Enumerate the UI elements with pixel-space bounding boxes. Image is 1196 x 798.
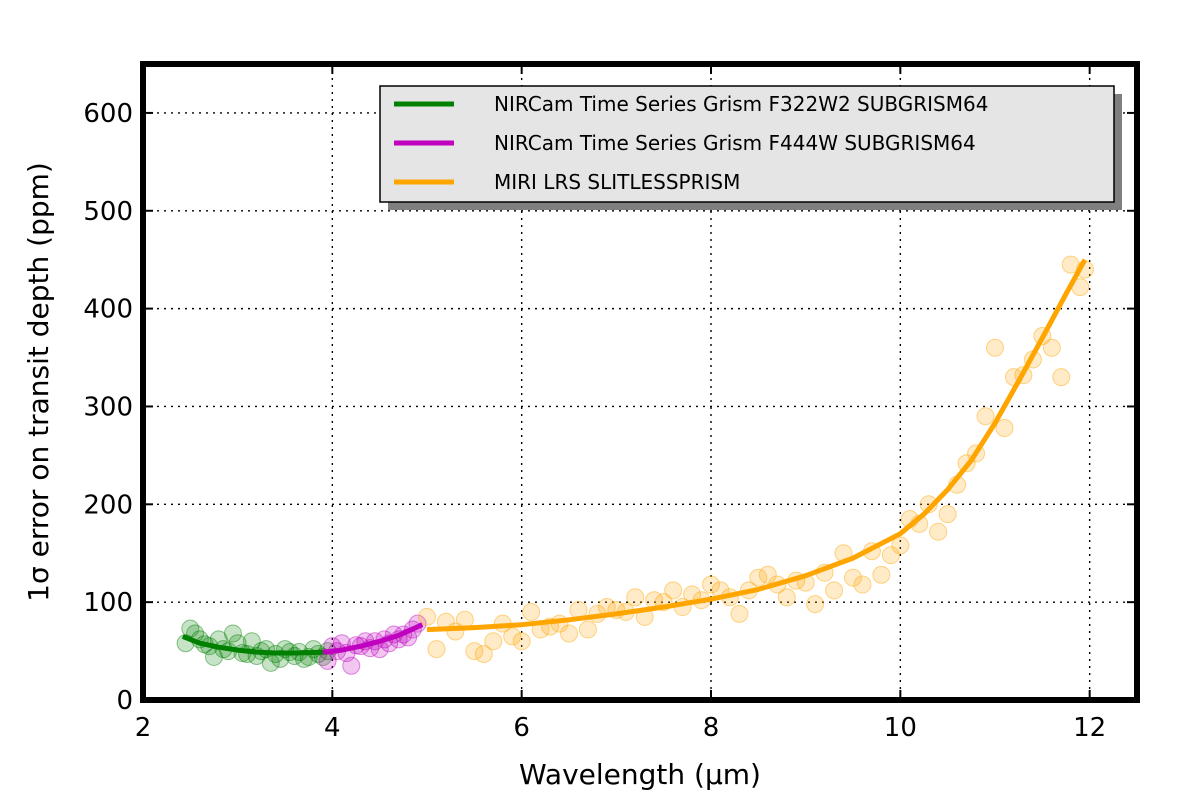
data-point	[938, 505, 957, 524]
ticks	[142, 64, 1137, 701]
series-2-points	[418, 255, 1094, 664]
y-tick-label: 400	[83, 295, 133, 325]
data-point	[853, 575, 872, 594]
data-point	[881, 546, 900, 565]
tick-labels: 2 4 6 8 10 12 0 100 200 300 400 500 600	[83, 99, 1106, 743]
y-axis-title: 1σ error on transit depth (ppm)	[22, 162, 55, 602]
data-point	[872, 565, 891, 584]
x-tick-label: 8	[703, 713, 720, 743]
x-tick-label: 2	[135, 713, 152, 743]
legend-label: MIRI LRS SLITLESSPRISM	[494, 170, 740, 194]
data-point	[578, 620, 597, 639]
data-point	[664, 581, 683, 600]
data-point	[1052, 368, 1071, 387]
x-axis-title: Wavelength (μm)	[519, 758, 761, 791]
series-2-fit-line	[426, 258, 1088, 633]
data-point	[427, 640, 446, 659]
data-point	[484, 632, 503, 651]
data-point	[418, 607, 436, 626]
data-point	[749, 568, 768, 587]
data-point	[342, 656, 361, 675]
data-point	[777, 588, 796, 607]
y-tick-label: 100	[83, 588, 133, 618]
x-tick-label: 12	[1073, 713, 1106, 743]
data-point	[223, 624, 242, 643]
data-point	[1042, 338, 1061, 357]
data-point	[730, 604, 749, 623]
data-point	[995, 418, 1014, 437]
data-point	[891, 536, 910, 555]
data-point	[806, 595, 825, 614]
y-tick-label: 500	[83, 197, 133, 227]
y-tick-label: 600	[83, 99, 133, 129]
data-point	[758, 565, 777, 584]
legend-box	[379, 85, 1115, 203]
data-point	[560, 624, 578, 643]
legend-label: NIRCam Time Series Grism F444W SUBGRISM6…	[494, 131, 976, 155]
data-point	[522, 602, 541, 621]
series-1-fit-line	[322, 622, 424, 655]
series-0-fit-line	[181, 634, 328, 656]
data-point	[825, 581, 844, 600]
data-point	[976, 407, 995, 426]
data-point	[474, 645, 493, 664]
legend: NIRCam Time Series Grism F322W2 SUBGRISM…	[379, 85, 1122, 210]
data-point	[465, 642, 484, 661]
data-point	[929, 522, 948, 541]
x-tick-label: 6	[513, 713, 530, 743]
series-layer	[176, 255, 1094, 675]
data-point	[844, 568, 862, 587]
plot-frame	[140, 61, 1140, 703]
data-point	[702, 575, 720, 594]
y-tick-label: 300	[83, 392, 133, 422]
legend-label: NIRCam Time Series Grism F322W2 SUBGRISM…	[494, 92, 988, 116]
data-point	[919, 495, 938, 514]
y-tick-label: 200	[83, 490, 133, 520]
data-point	[503, 627, 522, 646]
x-tick-label: 10	[884, 713, 917, 743]
y-tick-label: 0	[116, 686, 133, 716]
x-tick-label: 4	[324, 713, 341, 743]
data-point	[626, 588, 645, 607]
data-point	[1061, 255, 1080, 274]
data-point	[512, 632, 531, 651]
data-point	[986, 338, 1004, 357]
